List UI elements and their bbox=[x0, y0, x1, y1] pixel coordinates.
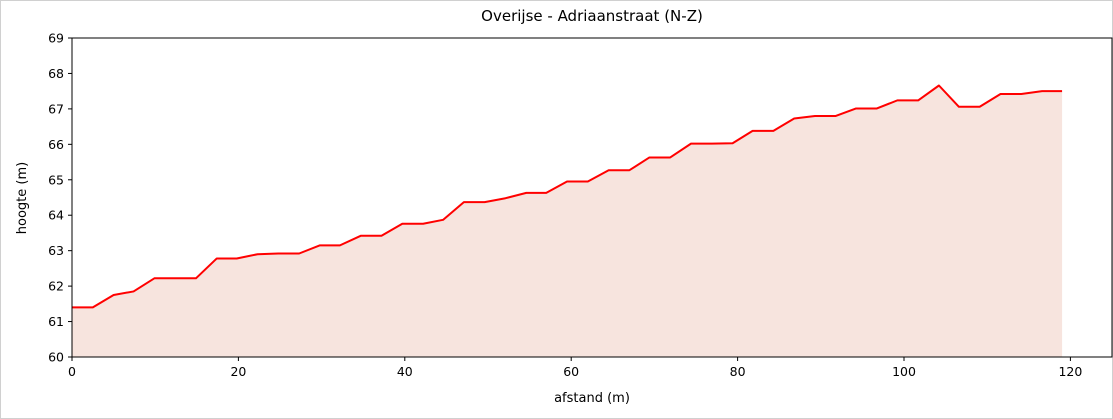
y-tick-label: 64 bbox=[48, 208, 64, 223]
y-tick-label: 60 bbox=[48, 350, 64, 365]
x-tick-label: 100 bbox=[892, 364, 916, 379]
y-tick-label: 66 bbox=[48, 137, 64, 152]
y-tick-label: 61 bbox=[48, 314, 64, 329]
y-tick-label: 67 bbox=[48, 101, 64, 116]
axes-box bbox=[71, 37, 1113, 358]
y-tick-label: 68 bbox=[48, 66, 64, 81]
y-tick-label: 62 bbox=[48, 279, 64, 294]
x-tick-label: 80 bbox=[730, 364, 746, 379]
y-tick-label: 63 bbox=[48, 243, 64, 258]
chart-title: Overijse - Adriaanstraat (N-Z) bbox=[481, 7, 703, 25]
x-tick-label: 40 bbox=[397, 364, 413, 379]
x-tick-label: 0 bbox=[68, 364, 76, 379]
x-tick-label: 60 bbox=[563, 364, 579, 379]
line bbox=[72, 84, 1063, 309]
x-tick-label: 120 bbox=[1058, 364, 1082, 379]
x-tick-label: 20 bbox=[230, 364, 246, 379]
x-axis-label: afstand (m) bbox=[554, 391, 630, 406]
y-tick-label: 69 bbox=[48, 31, 64, 46]
y-tick-label: 65 bbox=[48, 172, 64, 187]
y-axis-label: hoogte (m) bbox=[15, 162, 30, 234]
area-fill bbox=[72, 85, 1063, 357]
